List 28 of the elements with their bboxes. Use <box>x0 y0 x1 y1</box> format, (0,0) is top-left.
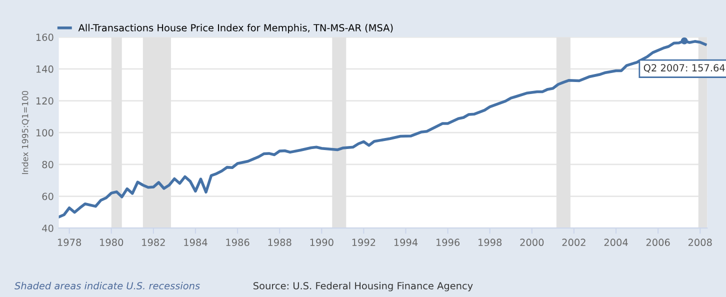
y-tick-label: 140 <box>36 65 54 73</box>
x-tick-label: 1978 <box>58 238 82 246</box>
x-tick-label: 1984 <box>184 238 208 246</box>
text: Shaded areas indicate U.S. recessions <box>14 282 200 290</box>
y-tick-label: 160 <box>36 34 54 41</box>
x-tick-label: 2004 <box>604 238 628 246</box>
y-tick-label: 120 <box>36 97 54 105</box>
x-tick-label: 1998 <box>478 238 502 246</box>
source-note: Source: U.S. Federal Housing Finance Agency <box>254 282 473 292</box>
x-tick-label: 1988 <box>268 238 292 246</box>
x-tick-label: 1990 <box>310 238 334 246</box>
x-tick-label: 1992 <box>352 238 376 246</box>
y-tick-label: 100 <box>36 129 54 136</box>
y-tick-label: 80 <box>42 160 54 168</box>
x-tick-label: 1980 <box>100 238 124 246</box>
annotation: Q2 2007: 157.64 <box>644 64 725 73</box>
x-tick-label: 2006 <box>646 238 670 246</box>
x-tick-label: 2002 <box>562 238 586 246</box>
text: All-Transactions House Price Index for Memphis, TN-MS-AR (MSA) <box>78 24 393 34</box>
x-tick-label: 1994 <box>394 238 418 246</box>
y-tick-label: 60 <box>42 192 54 200</box>
x-tick-label: 1986 <box>226 238 250 246</box>
x-tick-label: 2008 <box>688 238 712 246</box>
y-axis-title: Index 1995:Q1=100 <box>22 90 30 174</box>
x-tick-label: 1982 <box>142 238 165 246</box>
y-tick-label: 40 <box>42 224 54 232</box>
x-tick-label: 1996 <box>436 238 460 246</box>
x-tick-label: 2000 <box>520 238 544 246</box>
